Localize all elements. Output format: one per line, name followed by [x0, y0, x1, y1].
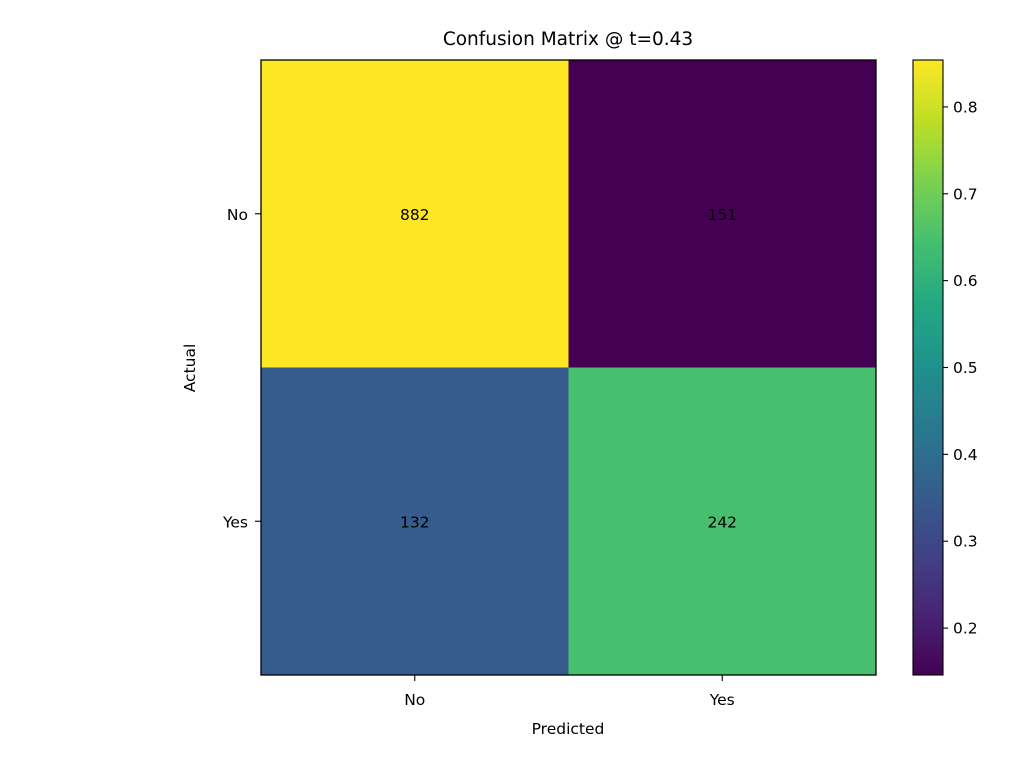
- heatmap-cell-yes-yes: [568, 367, 877, 676]
- colorbar-tick-label: 0.2: [953, 620, 978, 638]
- cell-value-label: 882: [400, 206, 430, 224]
- heatmap-cells: [261, 60, 877, 676]
- chart-title: Confusion Matrix @ t=0.43: [443, 29, 693, 50]
- cell-value-label: 132: [400, 513, 430, 531]
- cell-value-labels: 882 151 132 242: [400, 206, 737, 532]
- heatmap-cell-no-yes: [568, 60, 877, 368]
- heatmap-cell-yes-no: [261, 367, 569, 676]
- y-tick-label: Yes: [222, 513, 248, 531]
- colorbar-tick-label: 0.7: [953, 185, 978, 203]
- colorbar: 0.2 0.3 0.4 0.5 0.6 0.7 0.8: [912, 59, 978, 676]
- y-axis-ticks: No Yes: [222, 206, 261, 531]
- colorbar-gradient: [912, 59, 944, 676]
- cell-value-label: 242: [707, 513, 737, 531]
- colorbar-tick-label: 0.6: [953, 272, 978, 290]
- x-tick-label: Yes: [709, 691, 735, 709]
- y-tick-label: No: [227, 206, 248, 224]
- y-axis-label: Actual: [181, 344, 199, 393]
- colorbar-tick-label: 0.3: [953, 533, 978, 551]
- cell-value-label: 151: [707, 206, 737, 224]
- plot-frame: [260, 59, 877, 676]
- x-axis-label: Predicted: [532, 720, 605, 738]
- colorbar-tick-label: 0.8: [953, 98, 978, 116]
- x-axis-ticks: No Yes: [404, 675, 735, 709]
- heatmap-cell-no-no: [261, 60, 569, 368]
- x-tick-label: No: [404, 691, 425, 709]
- colorbar-tick-label: 0.4: [953, 446, 978, 464]
- colorbar-tick-label: 0.5: [953, 359, 978, 377]
